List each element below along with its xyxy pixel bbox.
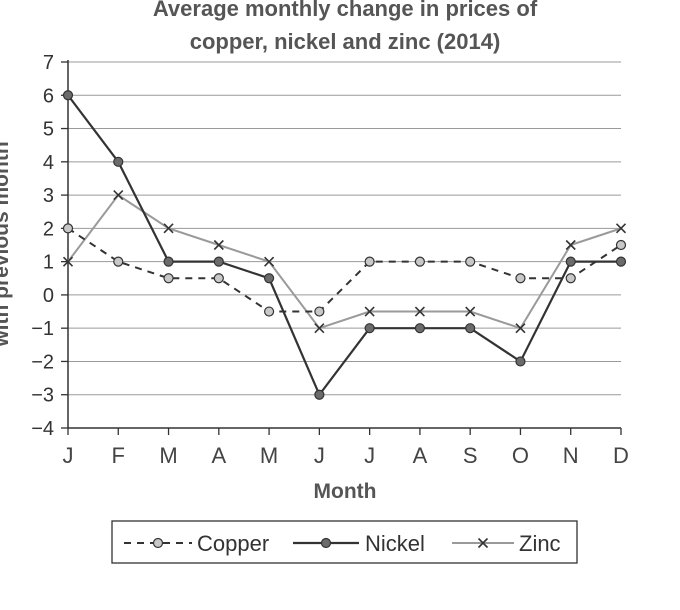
y-tick-label: 4 [43, 152, 54, 174]
x-tick-label: M [159, 443, 177, 468]
legend: Copper Nickel Zinc [111, 520, 578, 564]
zinc-marker-stroke [414, 306, 425, 317]
copper-point [565, 273, 576, 284]
nickel-point [314, 389, 325, 400]
zinc-marker-stroke [565, 239, 576, 251]
y-tick-label: −3 [31, 385, 54, 407]
copper-point [62, 223, 74, 234]
x-axis-label: Month [314, 480, 377, 503]
nickel-point [364, 323, 375, 334]
zinc-point [465, 306, 476, 317]
y-tick-label: −2 [31, 351, 54, 373]
legend-copper-marker [152, 537, 164, 549]
x-tick-label: M [260, 443, 278, 468]
y-tick-label: 6 [43, 85, 54, 107]
copper-point [163, 273, 174, 284]
y-tick-label: 2 [43, 218, 54, 240]
copper-point [263, 306, 275, 317]
nickel-point [163, 256, 174, 267]
zinc-marker-stroke [113, 190, 124, 201]
chart-title-line-2: copper, nickel and zinc (2014) [190, 29, 501, 54]
y-tick-label: 0 [43, 285, 54, 307]
zinc-point [264, 256, 275, 267]
copper-point [515, 273, 526, 284]
nickel-point [414, 323, 426, 334]
y-tick-label: 5 [43, 119, 54, 141]
nickel-series-line [67, 94, 621, 397]
chart-title-line-1: Average monthly change in prices of [153, 0, 538, 21]
x-tick-label: J [63, 443, 74, 468]
nickel-point [565, 256, 576, 267]
copper-point [213, 273, 224, 284]
zinc-point [163, 223, 174, 234]
zinc-point [565, 239, 576, 251]
x-tick-label: D [613, 443, 629, 468]
copper-series-line [67, 227, 622, 313]
x-tick-label: J [314, 443, 325, 468]
legend-nickel-label: Nickel [365, 531, 425, 556]
axes: 7 6 5 4 3 2 1 0 −1 −2 −3 −4 J F M A M J J A S O N D [31, 52, 629, 468]
zinc-marker-stroke [264, 256, 275, 267]
x-tick-label: A [413, 443, 428, 468]
zinc-point [213, 239, 224, 251]
legend-nickel-marker [320, 537, 332, 549]
copper-point [615, 239, 627, 251]
x-tick-label: F [112, 443, 125, 468]
copper-point [113, 256, 124, 267]
legend-zinc-label: Zinc [519, 531, 561, 556]
zinc-marker-stroke [477, 537, 489, 549]
nickel-point [113, 156, 124, 167]
copper-point [414, 256, 426, 267]
grid-lines [68, 61, 621, 396]
nickel-point [62, 90, 74, 101]
zinc-point [364, 306, 375, 317]
nickel-point [515, 356, 526, 367]
zinc-point [113, 190, 124, 201]
zinc-marker-stroke [163, 223, 174, 234]
x-tick-label: A [211, 443, 226, 468]
zinc-series-line [67, 193, 622, 330]
y-tick-label: 7 [43, 52, 54, 74]
zinc-marker-stroke [314, 323, 325, 334]
zinc-marker-stroke [213, 239, 224, 251]
zinc-point [414, 306, 425, 317]
zinc-marker-stroke [465, 306, 476, 317]
x-tick-label: O [512, 443, 529, 468]
nickel-point [213, 256, 224, 267]
x-tick-label: S [463, 443, 478, 468]
zinc-marker-stroke [615, 223, 627, 234]
y-tick-label: 3 [43, 185, 54, 207]
y-axis-label: with previous month [0, 141, 13, 347]
copper-point [314, 306, 325, 317]
zinc-point [314, 323, 325, 334]
x-tick-label: N [563, 443, 579, 468]
y-tick-label: 1 [43, 252, 54, 274]
series-lines [62, 90, 627, 400]
zinc-point [62, 256, 74, 267]
nickel-point [263, 273, 275, 284]
legend-zinc-marker [477, 537, 489, 549]
nickel-point [615, 256, 627, 267]
copper-point [465, 256, 476, 267]
nickel-point [465, 323, 476, 334]
y-tick-label: −1 [31, 318, 54, 340]
zinc-marker-stroke [62, 256, 74, 267]
x-tick-label: J [364, 443, 375, 468]
legend-copper-label: Copper [197, 531, 269, 556]
y-tick-label: −4 [31, 418, 54, 440]
zinc-point [615, 223, 627, 234]
zinc-marker-stroke [364, 306, 375, 317]
zinc-point [515, 323, 526, 334]
copper-point [364, 256, 375, 267]
zinc-marker-stroke [515, 323, 526, 334]
